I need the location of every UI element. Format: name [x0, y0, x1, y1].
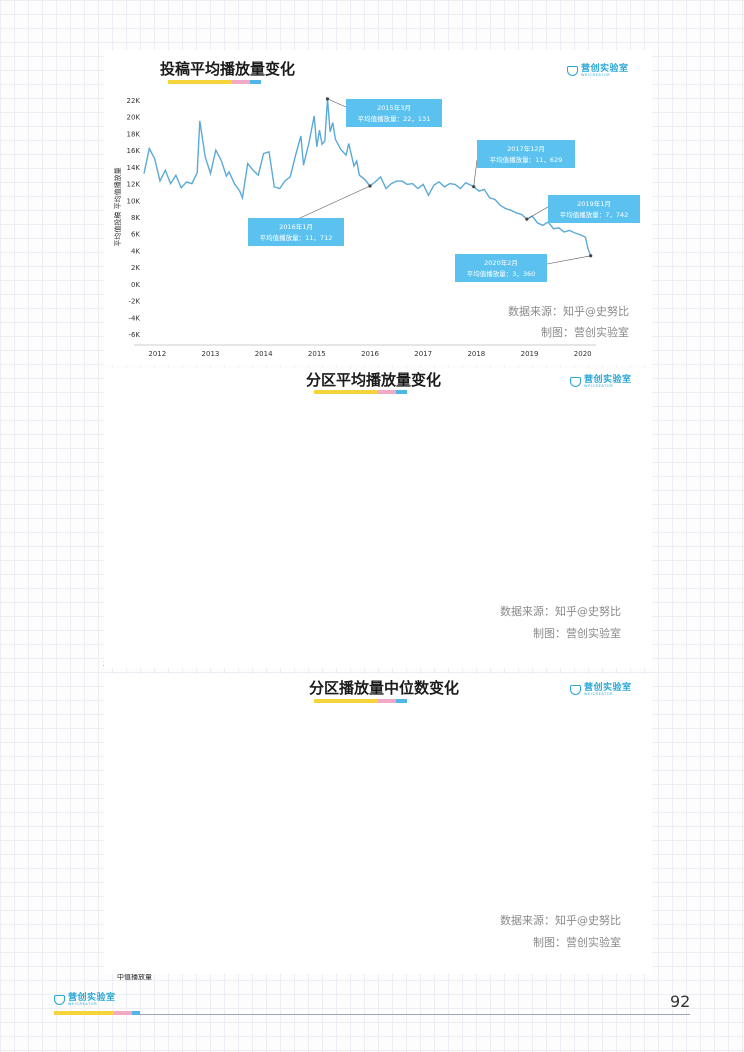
footer-bar-pink	[114, 1011, 132, 1015]
y-tick-label: 2K	[131, 264, 140, 272]
footer-logo: 营创实验室 WEICREATOR	[54, 994, 116, 1007]
callout-date: 2020年2月	[484, 258, 518, 267]
y-tick-label: 16K	[127, 147, 141, 155]
y-tick-label: 22K	[127, 97, 141, 105]
callout-point	[589, 254, 593, 258]
bar-chart-avg-panel	[104, 368, 652, 668]
line-chart-title: 投稿平均播放量变化	[160, 60, 296, 78]
logo-text: 营创实验室	[68, 993, 116, 1003]
callout-leader	[327, 98, 347, 108]
callout-leader	[473, 159, 478, 187]
line-chart-credit: 制图：营创实验室	[541, 326, 629, 339]
y-tick-label: 14K	[127, 164, 141, 172]
x-tick-label: 2014	[255, 350, 273, 358]
logo-subtext: WEICREATOR	[584, 384, 614, 388]
logo-text: 营创实验室	[581, 64, 629, 74]
y-tick-label: 8K	[131, 214, 140, 222]
y-axis-label: 平均值投稿 平均值播放量	[113, 167, 122, 246]
callout-box	[455, 254, 547, 282]
y-tick-label: 10K	[127, 197, 141, 205]
y-tick-label: 20K	[127, 114, 141, 122]
line-chart-title-bar	[168, 80, 261, 84]
callout-date: 2017年12月	[507, 144, 545, 153]
x-tick-label: 2015	[308, 350, 326, 358]
callout-value: 平均值播放量：11，629	[490, 155, 563, 164]
bar-chart-median-title: 分区播放量中位数变化	[309, 679, 460, 697]
y-tick-label: 12K	[127, 181, 141, 189]
bar-chart-avg-credit: 制图：营创实验室	[533, 627, 621, 640]
bar-chart-median-source: 数据来源：知乎@史努比	[500, 914, 621, 927]
logo-icon	[570, 377, 581, 388]
bar-chart-median-credit: 制图：营创实验室	[533, 936, 621, 949]
x-tick-label: 2012	[148, 350, 166, 358]
logo-text: 营创实验室	[584, 375, 632, 385]
bar-chart-avg-source: 数据来源：知乎@史努比	[500, 605, 621, 618]
y-tick-label: 6K	[131, 231, 140, 239]
footer-divider	[140, 1014, 690, 1015]
page-number: 92	[670, 992, 691, 1011]
title-bar-blue	[396, 699, 407, 703]
y-tick-label: -2K	[128, 298, 140, 306]
logo: 营创实验室 WEICREATOR	[570, 684, 632, 697]
logo: 营创实验室 WEICREATOR	[570, 376, 632, 389]
bar-chart-median-panel	[104, 674, 652, 974]
callout-value: 平均值播放量：11，712	[260, 233, 333, 242]
callout-value: 平均值播放量：3，360	[467, 269, 536, 278]
bar-chart-median-title-bar	[314, 699, 407, 703]
logo-icon	[54, 995, 65, 1006]
callout-date: 2019年1月	[577, 199, 611, 208]
footer-color-bar	[54, 1011, 140, 1015]
x-tick-label: 2013	[202, 350, 220, 358]
bar-chart-avg-title-bar	[314, 390, 407, 394]
y-tick-label: -6K	[128, 331, 140, 339]
callout-date: 2016年1月	[279, 222, 313, 231]
callout-box	[248, 218, 344, 246]
title-bar-pink	[232, 80, 250, 84]
x-tick-label: 2020	[574, 350, 592, 358]
callout-box	[548, 195, 640, 223]
callout-leader	[526, 206, 549, 220]
title-bar-blue	[250, 80, 261, 84]
callout-point	[368, 184, 372, 188]
bar-chart-avg-title: 分区平均播放量变化	[306, 371, 442, 389]
callout-leader	[299, 185, 371, 219]
y-tick-label: 0K	[131, 281, 140, 289]
y-tick-label: -4K	[128, 314, 140, 322]
callout-point	[472, 185, 476, 189]
x-tick-label: 2018	[467, 350, 485, 358]
logo: 营创实验室 WEICREATOR	[567, 65, 629, 78]
logo-icon	[570, 685, 581, 696]
callout-box	[346, 99, 442, 127]
callout-box	[477, 140, 575, 168]
logo-subtext: WEICREATOR	[68, 1002, 98, 1006]
title-bar-yellow	[168, 80, 232, 84]
x-tick-label: 2017	[414, 350, 432, 358]
callout-value: 平均值播放量：22，131	[358, 114, 431, 123]
series-line	[143, 98, 592, 257]
title-bar-pink	[378, 699, 396, 703]
callout-point	[525, 217, 529, 221]
title-bar-yellow	[314, 699, 378, 703]
callout-value: 平均值播放量：7，742	[560, 210, 629, 219]
line-chart-source: 数据来源：知乎@史努比	[508, 305, 629, 318]
x-axis-label: 中值播放量	[117, 972, 152, 981]
x-tick-label: 2019	[521, 350, 539, 358]
logo-subtext: WEICREATOR	[584, 692, 614, 696]
callout-leader	[546, 255, 591, 265]
footer-bar-blue	[132, 1011, 140, 1015]
y-tick-label: 18K	[127, 130, 141, 138]
title-bar-yellow	[314, 390, 378, 394]
footer-bar-yellow	[54, 1011, 114, 1015]
callout-date: 2015年3月	[377, 103, 411, 112]
title-bar-blue	[396, 390, 407, 394]
y-tick-label: 4K	[131, 247, 140, 255]
logo-subtext: WEICREATOR	[581, 73, 611, 77]
x-tick-label: 2016	[361, 350, 379, 358]
logo-text: 营创实验室	[584, 683, 632, 693]
logo-icon	[567, 66, 578, 77]
title-bar-pink	[378, 390, 396, 394]
callout-point	[325, 97, 330, 101]
